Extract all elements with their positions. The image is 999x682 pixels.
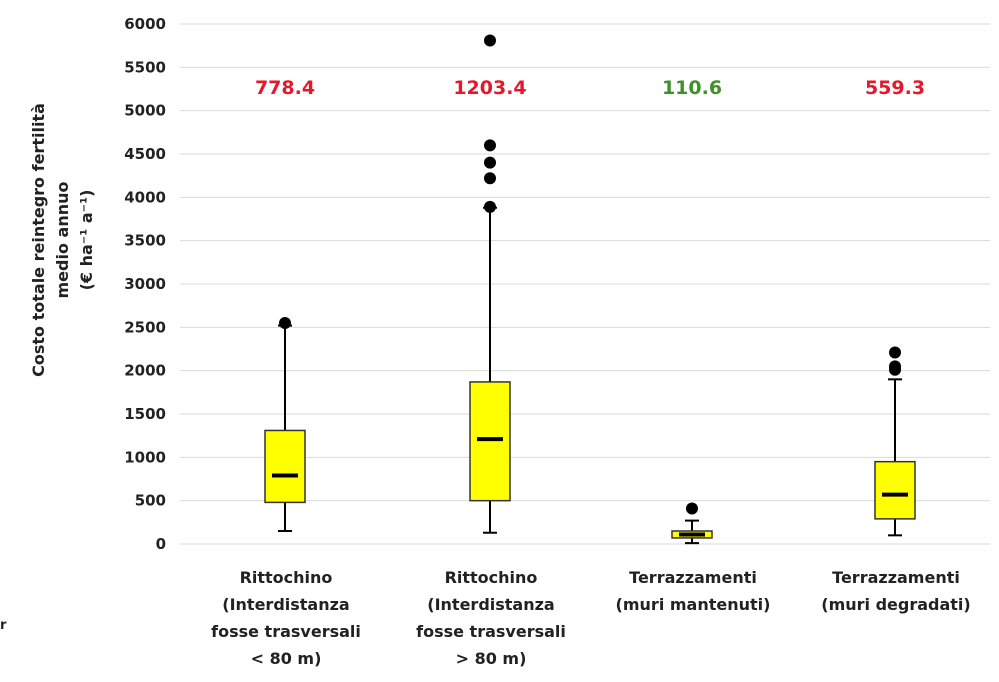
outlier-point: [279, 317, 291, 329]
category-label-line: fosse trasversali: [416, 622, 566, 641]
box-group: [264, 317, 306, 532]
category-label-line: > 80 m): [456, 649, 527, 668]
stray-mark: r: [0, 618, 7, 633]
y-axis-label-line: medio annuo: [53, 182, 72, 299]
mean-label: 110.6: [662, 77, 722, 99]
y-tick-label: 6000: [124, 15, 166, 33]
y-tick-label: 1000: [124, 448, 166, 466]
y-tick-label: 3000: [124, 275, 166, 293]
y-axis-label-line: (€ ha⁻¹ a⁻¹): [77, 190, 96, 291]
category-label-line: (muri mantenuti): [616, 595, 771, 614]
y-tick-label: 4500: [124, 145, 166, 163]
outlier-point: [889, 360, 901, 373]
outlier-point: [686, 502, 698, 515]
category-label-line: Rittochino: [445, 568, 538, 587]
gridlines: [180, 23, 990, 545]
mean-label: 1203.4: [453, 77, 526, 99]
y-tick-label: 4000: [124, 188, 166, 206]
box-group: [671, 502, 713, 545]
outlier-point: [484, 156, 496, 169]
category-label-line: Terrazzamenti: [832, 568, 960, 587]
iqr-box: [469, 381, 511, 502]
iqr-box: [264, 429, 306, 504]
outlier-point: [889, 346, 901, 359]
category-label-line: Terrazzamenti: [629, 568, 757, 587]
outlier-point: [484, 172, 496, 185]
y-tick-label: 500: [135, 492, 166, 510]
mean-label: 559.3: [865, 77, 925, 99]
y-tick-label: 5000: [124, 102, 166, 120]
y-axis-tick-labels: 0 500 1000 1500 2000 2500 3000 3500 4000 4500 5000…: [124, 15, 166, 553]
box-group: [874, 346, 916, 537]
category-label-line: fosse trasversali: [211, 622, 361, 641]
y-tick-label: 5500: [124, 58, 166, 76]
mean-label: 778.4: [255, 77, 315, 99]
y-axis-label-line: Costo totale reintegro fertilità: [29, 103, 48, 377]
category-label-line: (muri degradati): [821, 595, 970, 614]
box-group: [469, 34, 511, 534]
y-tick-label: 2500: [124, 318, 166, 336]
y-tick-label: 0: [156, 535, 166, 553]
category-label-line: (Interdistanza: [222, 595, 349, 614]
category-label-line: < 80 m): [251, 649, 322, 668]
outlier-point: [484, 34, 496, 47]
y-tick-label: 3500: [124, 232, 166, 250]
y-tick-label: 2000: [124, 362, 166, 380]
outlier-point: [484, 200, 496, 213]
outlier-point: [484, 139, 496, 152]
x-axis-category-labels: Rittochino (Interdistanza fosse trasversal…: [211, 568, 971, 668]
mean-labels: 778.4 1203.4 110.6 559.3: [255, 77, 925, 99]
box-series: [264, 34, 916, 545]
iqr-box: [874, 460, 916, 520]
y-tick-label: 1500: [124, 405, 166, 423]
category-label-line: (Interdistanza: [427, 595, 554, 614]
category-label-line: Rittochino: [240, 568, 333, 587]
